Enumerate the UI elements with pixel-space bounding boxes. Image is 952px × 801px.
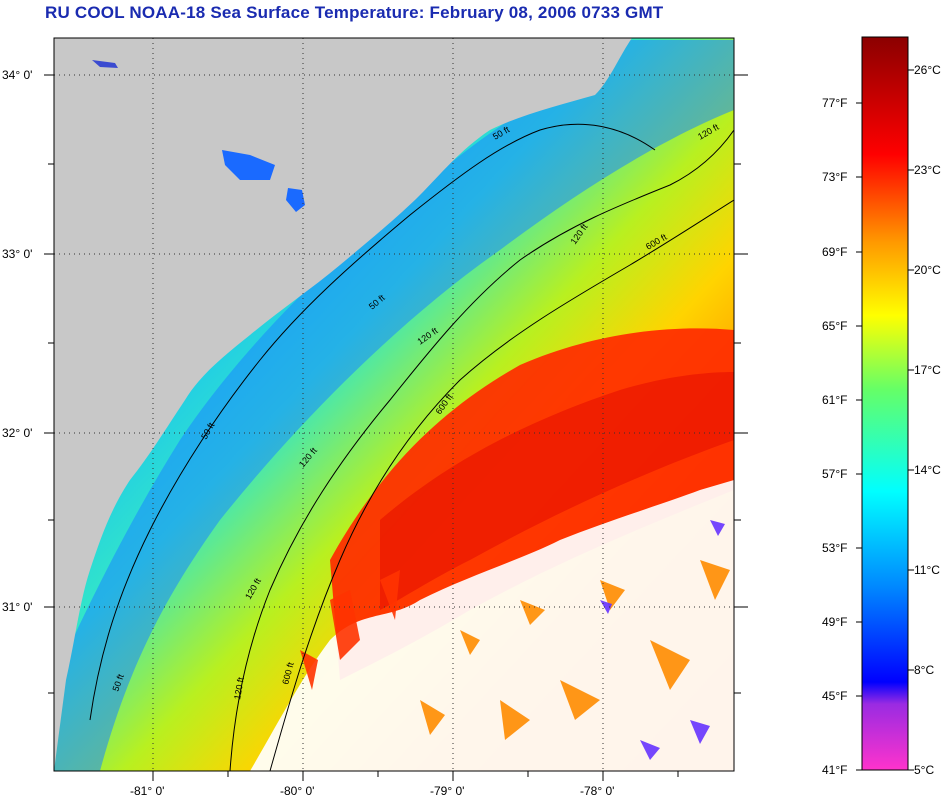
- map-frame: [53, 37, 735, 772]
- lat-label-31: 31° 0': [2, 600, 32, 614]
- lon-label-81: -81° 0': [130, 784, 164, 798]
- page-title: RU COOL NOAA-18 Sea Surface Temperature:…: [45, 3, 664, 22]
- cb-f-77: 77°F: [822, 96, 847, 110]
- colorbar-f-labels: 77°F 73°F 69°F 65°F 61°F 57°F 53°F 49°F …: [822, 96, 847, 777]
- cb-f-49: 49°F: [822, 615, 847, 629]
- contour-120ft: [229, 129, 734, 771]
- land-mass: [54, 38, 632, 771]
- colorbar-ticks: [856, 69, 914, 771]
- axis-ticks: [44, 74, 748, 781]
- cb-c-17: 17°C: [914, 363, 941, 377]
- lake-moultrie: [286, 188, 305, 212]
- lon-label-78: -78° 0': [580, 784, 614, 798]
- cb-f-61: 61°F: [822, 393, 847, 407]
- lon-label-79: -79° 0': [430, 784, 464, 798]
- cb-c-5: 5°C: [914, 763, 934, 777]
- graticule: [54, 38, 734, 771]
- lat-label-33: 33° 0': [2, 247, 32, 261]
- cb-f-69: 69°F: [822, 245, 847, 259]
- lake-north: [92, 60, 118, 68]
- cb-f-57: 57°F: [822, 467, 847, 481]
- cb-c-14: 14°C: [914, 463, 941, 477]
- lat-label-34: 34° 0': [2, 68, 32, 82]
- lon-label-80: -80° 0': [280, 784, 314, 798]
- colorbar-c-labels: 26°C 23°C 20°C 17°C 14°C 11°C 8°C 5°C: [914, 63, 941, 777]
- cb-f-45: 45°F: [822, 689, 847, 703]
- cb-c-26: 26°C: [914, 63, 941, 77]
- cloud-cover: [250, 480, 734, 771]
- cb-f-65: 65°F: [822, 319, 847, 333]
- nearshore-cold-band: [54, 40, 734, 771]
- cb-f-53: 53°F: [822, 541, 847, 555]
- cloud-speckles-a: [420, 560, 730, 740]
- cb-c-20: 20°C: [914, 263, 941, 277]
- cb-f-41: 41°F: [822, 763, 847, 777]
- colorbar: [861, 36, 909, 771]
- cb-c-23: 23°C: [914, 163, 941, 177]
- contour-600ft: [269, 199, 734, 771]
- contour-label-120-a: 120 ft: [232, 676, 246, 700]
- gulf-stream-core: [380, 372, 734, 610]
- lake-marion: [222, 150, 275, 180]
- contour-50ft: [89, 123, 656, 721]
- cloud-speckles-b: [300, 570, 400, 690]
- cb-f-73: 73°F: [822, 170, 847, 184]
- lat-label-32: 32° 0': [2, 426, 32, 440]
- cb-c-11: 11°C: [914, 563, 940, 577]
- cb-c-8: 8°C: [914, 663, 934, 677]
